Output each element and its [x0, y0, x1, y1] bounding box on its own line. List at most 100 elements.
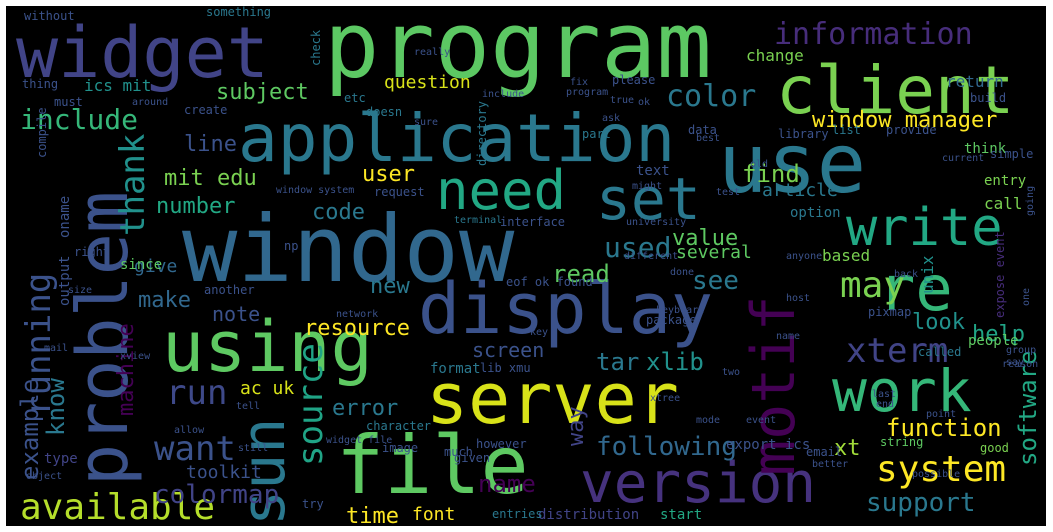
word-terminal: terminal — [454, 215, 503, 226]
word-one: one — [1021, 287, 1032, 306]
word-display: display — [418, 268, 714, 350]
word-oname: oname — [57, 195, 73, 238]
word-ics-mit: ics mit — [84, 76, 152, 95]
word-something: something — [206, 6, 272, 19]
word-compile: compile — [35, 107, 49, 158]
word-system: system — [876, 449, 1007, 490]
word-format: format — [430, 361, 481, 377]
word-university: university — [626, 217, 687, 228]
word-reason: reason — [1002, 359, 1039, 370]
word-current: current — [942, 153, 985, 164]
word-include: include — [482, 89, 525, 100]
word-following: following — [596, 432, 737, 462]
word-different: different — [624, 251, 679, 262]
word-return: return — [946, 72, 1004, 91]
word-last: last — [872, 389, 897, 400]
word-version: version — [580, 451, 817, 516]
word-option: option — [790, 205, 841, 221]
word-resource: resource — [304, 316, 410, 341]
word-ac-uk: ac uk — [240, 378, 295, 399]
word-cloud: program widget client application use window p… — [6, 6, 1046, 526]
word-program: program — [324, 6, 712, 99]
word-people: people — [968, 333, 1019, 349]
word-time: time — [346, 504, 399, 527]
word-text: text — [636, 163, 670, 179]
word-think: think — [964, 141, 1007, 157]
word-provide: provide — [886, 123, 937, 137]
word-name: name — [478, 470, 536, 498]
word-value: value — [672, 226, 739, 251]
word-widget: widget — [16, 12, 269, 94]
word-request: request — [374, 185, 425, 199]
word-sure: sure — [414, 117, 439, 128]
word-list: list — [832, 123, 861, 137]
word-please: please — [612, 73, 656, 87]
word-find: find — [742, 160, 800, 188]
word-re: re — [878, 252, 953, 325]
word-name: name — [776, 331, 801, 342]
word-know: know — [42, 378, 70, 436]
word-may: may — [840, 265, 906, 306]
word-ask: ask — [602, 113, 621, 124]
word-package: package — [646, 313, 697, 327]
word-start: start — [660, 507, 703, 523]
word-interface: interface — [500, 215, 566, 229]
word-old: old — [750, 159, 769, 170]
word-need: need — [436, 159, 567, 222]
word-another: another — [204, 283, 255, 297]
word-character: character — [366, 419, 432, 433]
word-however: however — [476, 437, 527, 451]
word-check: check — [309, 29, 323, 66]
word-must: must — [54, 95, 83, 109]
word-error: error — [332, 396, 399, 421]
word-file: file — [336, 419, 529, 512]
word-xtree: xtree — [650, 393, 681, 404]
word-thank: thank — [113, 133, 153, 236]
word-xview: xview — [120, 351, 151, 362]
word-thing: thing — [22, 77, 59, 91]
word-call: call — [984, 194, 1023, 213]
word-part: part — [582, 127, 611, 141]
word-email: email — [806, 445, 843, 459]
word-mode: mode — [696, 415, 721, 426]
word-user: user — [362, 162, 415, 187]
word-library: library — [778, 127, 829, 141]
word-fix: fix — [570, 77, 589, 88]
word-good: good — [980, 441, 1009, 455]
word-include: include — [20, 103, 139, 136]
word-directory: directory — [475, 100, 489, 166]
word-two: two — [722, 367, 741, 378]
word-simple: simple — [990, 147, 1034, 161]
word-key: key — [530, 327, 549, 338]
word-mail: mail — [44, 343, 69, 354]
word-screen: screen — [472, 338, 545, 362]
word-host: host — [786, 293, 811, 304]
word-object: object — [26, 471, 63, 482]
word-right: right — [74, 245, 111, 259]
word-output: output — [57, 255, 73, 306]
word-way: way — [564, 406, 589, 446]
word-program: program — [566, 87, 609, 98]
word-article: article — [762, 180, 838, 201]
word-done: done — [670, 267, 695, 278]
word-window-manager: window manager — [812, 108, 998, 133]
word-without: without — [24, 9, 75, 23]
word-source: source — [291, 343, 331, 466]
word-doesn: doesn — [366, 105, 403, 119]
word-lib-xmu: lib xmu — [480, 361, 531, 375]
word-change: change — [746, 46, 804, 65]
word-question: question — [384, 72, 471, 93]
word-example: example — [16, 378, 44, 480]
word-create: create — [184, 103, 228, 117]
word-build: build — [970, 91, 1007, 105]
word-want: want — [154, 429, 236, 469]
word-make: make — [138, 288, 191, 313]
word-help: help — [972, 322, 1025, 347]
word-application: application — [238, 100, 676, 177]
word-read: read — [552, 260, 610, 288]
word-back: back — [894, 269, 919, 280]
word-entries: entries — [492, 507, 543, 521]
word-use: use — [718, 117, 867, 212]
word-etc: etc — [344, 91, 366, 105]
word-xt: xt — [834, 436, 861, 461]
